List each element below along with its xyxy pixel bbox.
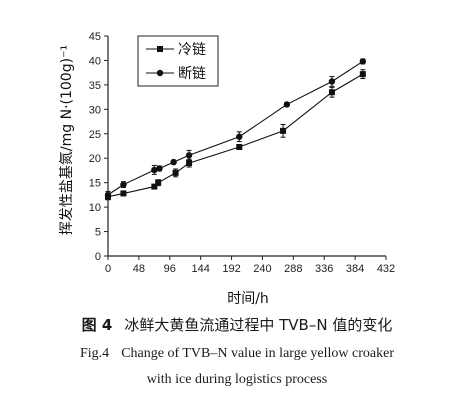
caption-english-line1: Fig.4 Change of TVB–N value in large yell…: [0, 346, 474, 362]
y-tick-label: 25: [89, 129, 101, 141]
x-tick-label: 48: [133, 263, 145, 275]
x-tick-label: 144: [191, 263, 209, 275]
y-tick-label: 45: [89, 31, 101, 43]
data-point: [359, 58, 367, 65]
x-tick-label: 384: [346, 263, 364, 275]
legend-label: 冷链: [178, 42, 206, 58]
caption-english-text: Change of TVB–N value in large yellow cr…: [121, 346, 394, 361]
axes: 0 48 96 144 192 240 288 336 384 432 0 5 10 15 20 25 30 35…: [89, 31, 395, 275]
data-point: [328, 89, 335, 96]
x-tick-label: 0: [105, 263, 111, 275]
y-tick-label: 5: [95, 227, 101, 239]
data-point: [328, 78, 336, 85]
data-point: [185, 152, 193, 159]
series-line: [107, 73, 364, 198]
data-point: [151, 166, 158, 174]
data-point: [280, 127, 287, 134]
caption-figure-number: 图 4: [81, 316, 113, 334]
y-tick-label: 10: [89, 202, 101, 214]
x-tick-label: 288: [284, 263, 302, 275]
data-point: [236, 143, 243, 150]
y-tick-label: 40: [89, 55, 101, 67]
series-2: [104, 58, 367, 199]
y-tick-label: 20: [89, 153, 101, 165]
data-point: [236, 133, 243, 140]
y-axis-title: 挥发性盐基氮/mg N·(100g)⁻¹: [58, 45, 75, 235]
x-axis-title: 时间/h: [227, 291, 269, 307]
data-point: [156, 165, 163, 172]
data-point: [172, 169, 179, 176]
x-tick-label: 240: [253, 263, 271, 275]
series-1: [105, 69, 366, 201]
legend-box: [137, 35, 219, 87]
y-tick-label: 30: [89, 104, 101, 116]
data-point: [104, 191, 112, 199]
x-tick-label: 432: [377, 263, 395, 275]
data-point: [359, 71, 366, 78]
y-tick-label: 0: [95, 251, 101, 263]
data-point: [120, 181, 127, 188]
legend-label: 断链: [178, 66, 206, 82]
caption-figure-number-en: Fig.4: [80, 346, 110, 361]
tvbn-line-chart: 0 48 96 144 192 240 288 336 384 432 0 5 10 15 20 25 30 35…: [58, 31, 395, 307]
data-point: [120, 190, 127, 197]
series-line: [107, 60, 364, 196]
x-tick-label: 96: [164, 263, 176, 275]
caption-english-line2: with ice during logistics process: [146, 372, 328, 387]
x-tick-label: 336: [315, 263, 333, 275]
data-point: [283, 101, 291, 108]
y-tick-label: 15: [89, 178, 101, 190]
y-tick-label: 35: [89, 80, 101, 92]
data-point: [186, 160, 193, 167]
data-point: [151, 183, 158, 190]
caption-text: 冰鲜大黄鱼流通过程中 TVB–N 值的变化: [124, 316, 393, 334]
data-point: [155, 179, 162, 186]
series-layer: [104, 58, 367, 201]
legend-marker: [157, 46, 163, 52]
data-point: [170, 158, 177, 166]
legend-marker: [156, 69, 164, 77]
caption-chinese: 图 4 冰鲜大黄鱼流通过程中 TVB–N 值的变化: [0, 314, 474, 335]
x-tick-label: 192: [222, 263, 240, 275]
